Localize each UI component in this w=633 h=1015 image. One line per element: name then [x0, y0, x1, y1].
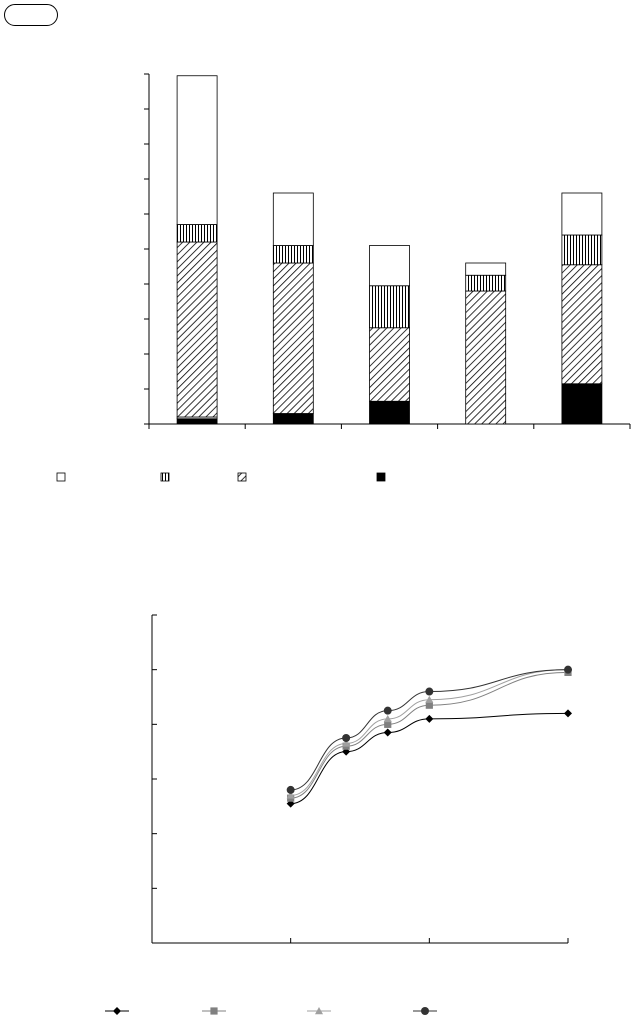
bar-segment: [272, 192, 314, 246]
legend-marker: [421, 1007, 429, 1015]
stacked-bar-chart: [56, 73, 631, 482]
data-point: [383, 706, 392, 715]
bar-segment: [176, 241, 218, 418]
data-point: [425, 714, 434, 723]
legend-swatch: [56, 472, 66, 482]
data-point: [342, 739, 351, 747]
data-point: [564, 665, 572, 674]
bar-segment: [465, 262, 507, 276]
legend-swatch: [160, 472, 170, 482]
legend-swatch: [237, 472, 247, 482]
data-point: [383, 728, 392, 737]
series-line: [290, 712, 569, 805]
bar-segment: [176, 75, 218, 225]
legend-swatch: [376, 472, 386, 482]
bar-segment: [369, 245, 410, 287]
data-point: [425, 701, 433, 709]
data-point: [286, 785, 295, 794]
bar-segment: [369, 285, 410, 329]
legend-marker: [315, 1007, 323, 1015]
data-point: [342, 734, 351, 742]
legend-marker: [210, 1007, 218, 1015]
data-point: [425, 695, 434, 703]
bar-segment: [561, 192, 603, 236]
bar-segment: [561, 264, 603, 385]
bar-segment: [272, 262, 314, 414]
legend-marker: [113, 1007, 121, 1015]
data-point: [384, 720, 392, 728]
bar-segment: [561, 383, 603, 425]
data-point: [286, 791, 295, 799]
data-point: [425, 687, 434, 696]
bar-segment: [369, 327, 410, 402]
data-point: [383, 714, 392, 723]
data-point: [564, 709, 572, 718]
bar-segment: [561, 234, 603, 266]
figure-tag: [4, 4, 58, 26]
